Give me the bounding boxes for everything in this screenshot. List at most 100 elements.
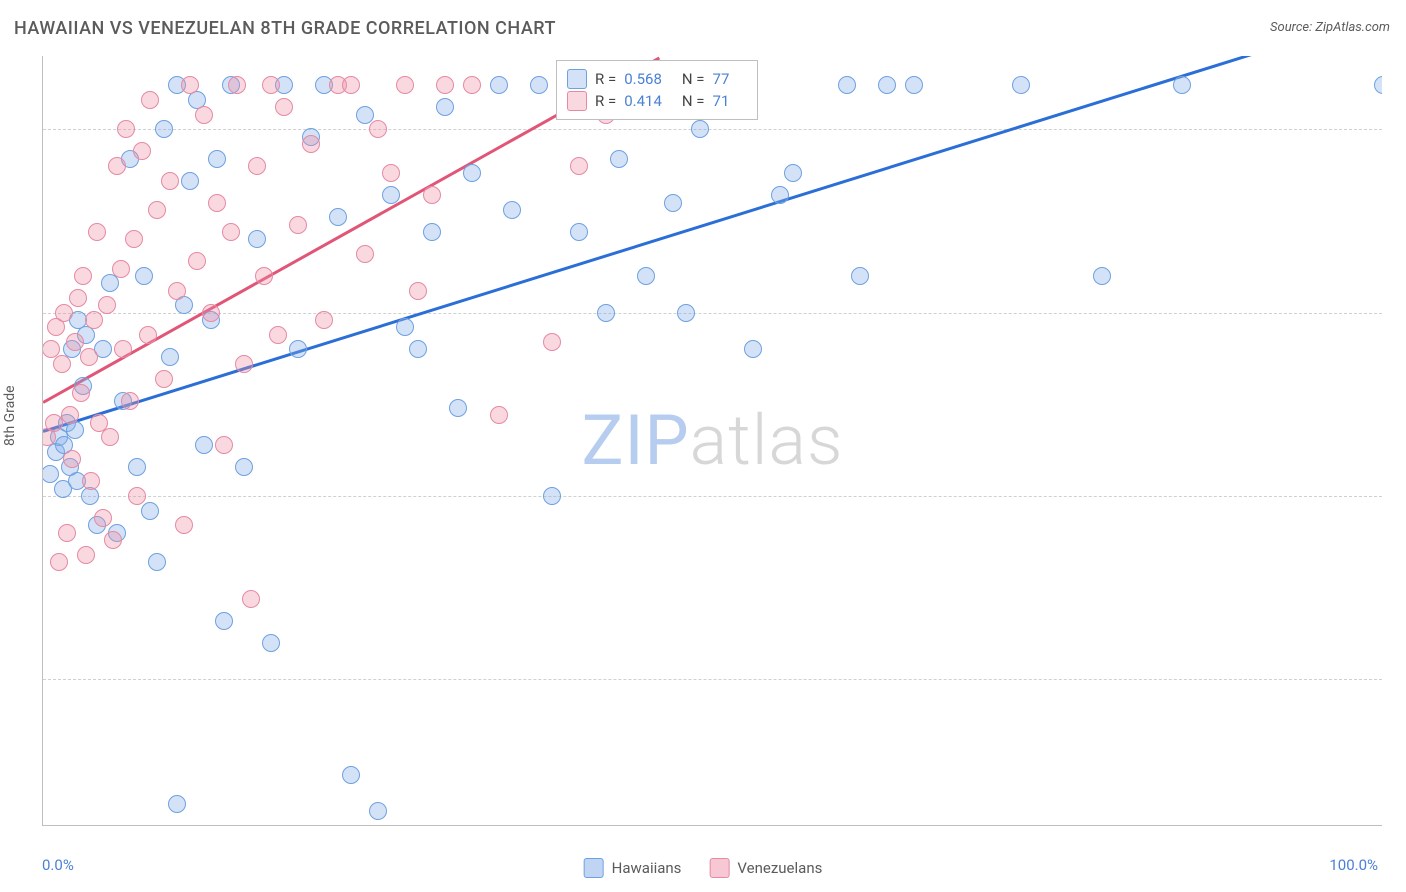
data-point <box>235 458 253 476</box>
x-tick <box>579 825 580 826</box>
stats-box: R =0.568N =77R =0.414N =71 <box>556 60 758 120</box>
legend-swatch <box>584 858 604 878</box>
data-point <box>570 223 588 241</box>
y-axis-label: 8th Grade <box>2 385 18 446</box>
data-point <box>228 76 246 94</box>
data-point <box>85 311 103 329</box>
data-point <box>139 326 157 344</box>
x-tick <box>1115 825 1116 826</box>
data-point <box>289 216 307 234</box>
r-label: R = <box>595 92 616 110</box>
data-point <box>114 340 132 358</box>
data-point <box>838 76 856 94</box>
data-point <box>449 399 467 417</box>
data-point <box>133 142 151 160</box>
data-point <box>175 516 193 534</box>
data-point <box>463 76 481 94</box>
data-point <box>677 304 695 322</box>
data-point <box>369 120 387 138</box>
data-point <box>771 186 789 204</box>
data-point <box>128 487 146 505</box>
data-point <box>248 157 266 175</box>
data-point <box>135 267 153 285</box>
data-point <box>409 282 427 300</box>
x-tick <box>1249 825 1250 826</box>
data-point <box>262 634 280 652</box>
data-point <box>101 274 119 292</box>
data-point <box>255 267 273 285</box>
x-tick <box>713 825 714 826</box>
data-point <box>302 135 320 153</box>
data-point <box>436 98 454 116</box>
data-point <box>181 172 199 190</box>
x-tick <box>177 825 178 826</box>
legend: Hawaiians Venezuelans <box>584 858 823 878</box>
data-point <box>382 164 400 182</box>
data-point <box>289 340 307 358</box>
data-point <box>63 450 81 468</box>
data-point <box>148 553 166 571</box>
data-point <box>342 76 360 94</box>
data-point <box>382 186 400 204</box>
data-point <box>141 502 159 520</box>
data-point <box>570 157 588 175</box>
data-point <box>72 384 90 402</box>
data-point <box>208 194 226 212</box>
data-point <box>851 267 869 285</box>
data-point <box>202 304 220 322</box>
data-point <box>784 164 802 182</box>
data-point <box>53 355 71 373</box>
data-point <box>423 186 441 204</box>
data-point <box>1012 76 1030 94</box>
data-point <box>329 208 347 226</box>
data-point <box>104 531 122 549</box>
data-point <box>356 106 374 124</box>
stats-row: R =0.568N =77 <box>567 69 741 89</box>
data-point <box>744 340 762 358</box>
data-point <box>42 465 59 483</box>
data-point <box>215 436 233 454</box>
data-point <box>275 98 293 116</box>
data-point <box>112 260 130 278</box>
data-point <box>490 406 508 424</box>
data-point <box>315 311 333 329</box>
x-tick <box>445 825 446 826</box>
data-point <box>121 392 139 410</box>
data-point <box>128 458 146 476</box>
data-point <box>691 120 709 138</box>
data-point <box>1093 267 1111 285</box>
data-point <box>396 318 414 336</box>
data-point <box>396 76 414 94</box>
data-point <box>155 120 173 138</box>
data-point <box>905 76 923 94</box>
data-point <box>101 428 119 446</box>
n-label: N = <box>682 70 705 88</box>
data-point <box>248 230 266 248</box>
data-point <box>215 612 233 630</box>
x-tick <box>847 825 848 826</box>
data-point <box>195 436 213 454</box>
legend-item: Hawaiians <box>584 858 682 878</box>
x-tick <box>981 825 982 826</box>
data-point <box>188 252 206 270</box>
data-point <box>141 91 159 109</box>
data-point <box>490 76 508 94</box>
r-label: R = <box>595 70 616 88</box>
data-point <box>108 157 126 175</box>
legend-label: Venezuelans <box>737 859 822 877</box>
watermark: ZIPatlas <box>582 400 844 482</box>
legend-item: Venezuelans <box>709 858 822 878</box>
x-axis-max-label: 100.0% <box>1329 856 1378 874</box>
data-point <box>409 340 427 358</box>
data-point <box>1173 76 1191 94</box>
data-point <box>543 487 561 505</box>
n-value: 77 <box>713 70 730 88</box>
data-point <box>356 245 374 263</box>
series-swatch <box>567 69 587 89</box>
data-point <box>1374 76 1382 94</box>
data-point <box>77 546 95 564</box>
n-value: 71 <box>713 92 730 110</box>
data-point <box>55 304 73 322</box>
data-point <box>50 553 68 571</box>
data-point <box>262 76 280 94</box>
